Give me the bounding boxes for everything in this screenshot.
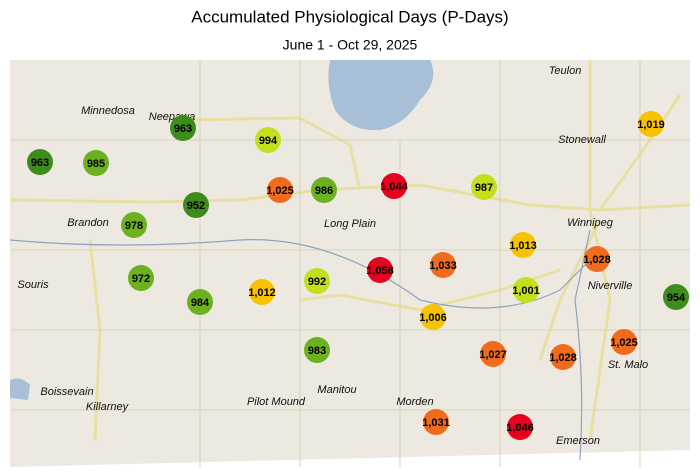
station-marker (128, 265, 154, 291)
station-marker (611, 329, 637, 355)
minor-roads (10, 60, 690, 467)
place-label: Winnipeg (567, 217, 614, 229)
station-marker (471, 174, 497, 200)
place-label: Stonewall (558, 134, 606, 146)
station-value: 1,046 (506, 422, 534, 434)
place-label: Long Plain (324, 218, 376, 230)
station-marker (83, 150, 109, 176)
title: Accumulated Physiological Days (P-Days) (191, 7, 508, 26)
basemap (9, 60, 691, 467)
station-marker (507, 414, 533, 440)
station-value: 952 (187, 200, 205, 212)
station-marker (510, 232, 536, 258)
station-value: 972 (132, 273, 150, 285)
station-value: 994 (259, 135, 278, 147)
station-marker (381, 173, 407, 199)
place-label: St. Malo (608, 359, 648, 371)
station-value: 963 (31, 157, 49, 169)
station-marker (187, 289, 213, 315)
station-marker (420, 304, 446, 330)
station-value: 986 (315, 185, 333, 197)
lake (10, 378, 30, 400)
station-value: 1,033 (429, 260, 457, 272)
station-value: 987 (475, 182, 493, 194)
lake (328, 60, 434, 131)
station-marker (304, 268, 330, 294)
station-value: 954 (667, 292, 686, 304)
station-marker (304, 337, 330, 363)
station-marker (480, 341, 506, 367)
station-value: 1,001 (512, 285, 540, 297)
station-value: 1,058 (366, 265, 394, 277)
station-marker (267, 177, 293, 203)
station-marker (121, 212, 147, 238)
station-value: 984 (191, 297, 210, 309)
station-value: 963 (174, 123, 192, 135)
place-label: Pilot Mound (247, 396, 306, 408)
station-value: 1,013 (509, 240, 537, 252)
station-value: 978 (125, 220, 143, 232)
station-marker (430, 252, 456, 278)
station-value: 1,012 (248, 287, 276, 299)
station-marker (311, 177, 337, 203)
land (10, 60, 690, 467)
station-value: 1,044 (380, 181, 408, 193)
station-marker (638, 111, 664, 137)
station-marker (550, 344, 576, 370)
subtitle: June 1 - Oct 29, 2025 (283, 37, 418, 53)
place-label: Killarney (86, 401, 130, 413)
station-marker (367, 257, 393, 283)
station-marker (170, 115, 196, 141)
station-value: 1,028 (583, 254, 611, 266)
station-marker (584, 246, 610, 272)
place-label: Boissevain (40, 386, 93, 398)
station-value: 1,031 (422, 417, 450, 429)
station-marker (423, 409, 449, 435)
station-marker (255, 127, 281, 153)
station-marker (513, 277, 539, 303)
station-value: 1,019 (637, 119, 665, 131)
station-value: 1,006 (419, 312, 447, 324)
station-marker (27, 149, 53, 175)
place-label: Morden (396, 396, 433, 408)
station-value: 1,028 (549, 352, 577, 364)
station-value: 983 (308, 345, 326, 357)
place-label: Minnedosa (81, 105, 135, 117)
place-label: Brandon (67, 217, 109, 229)
station-value: 992 (308, 276, 326, 288)
station-value: 985 (87, 158, 105, 170)
station-marker (183, 192, 209, 218)
station-marker (249, 279, 275, 305)
place-label: Manitou (317, 384, 356, 396)
place-label: Souris (17, 279, 49, 291)
station-value: 1,025 (610, 337, 638, 349)
place-label: Emerson (556, 435, 600, 447)
place-label: Teulon (549, 65, 582, 77)
station-value: 1,027 (479, 349, 507, 361)
place-label: Niverville (588, 280, 633, 292)
station-value: 1,025 (266, 185, 294, 197)
station-marker (663, 284, 689, 310)
